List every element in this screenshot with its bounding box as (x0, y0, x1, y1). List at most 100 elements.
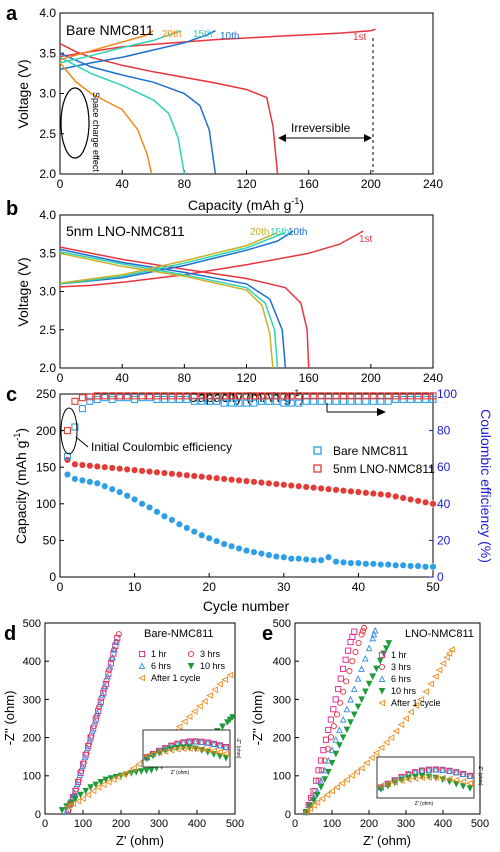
point-After-1-cycle (445, 650, 453, 657)
point-1-hr (335, 685, 342, 693)
point-After-1-cycle (443, 654, 450, 661)
ce-point-lno (138, 392, 146, 400)
inset: Z' (ohm) -Z'' (ohm) (376, 756, 483, 807)
inset-point (198, 738, 206, 745)
capacity-point-bare (354, 559, 362, 567)
inset-point (452, 768, 460, 776)
point-6-hrs (109, 653, 116, 661)
series-15th-charge-line (59, 29, 182, 64)
capacity-point-lno (369, 490, 377, 498)
ce-point-lno (369, 392, 377, 400)
x-tick-label: 40 (115, 371, 129, 385)
legend-marker-4 (378, 699, 386, 707)
legend-marker-2 (138, 662, 146, 670)
series-10th-charge-line (59, 230, 294, 285)
point-6-hrs (101, 682, 109, 690)
inset-point (459, 770, 467, 778)
point-After-1-cycle (221, 676, 229, 683)
y2-tick-label: 20 (437, 533, 451, 547)
point-1-hr (320, 747, 327, 754)
point-6-hrs (112, 638, 120, 645)
capacity-point-lno (198, 473, 206, 481)
point-10-hrs (306, 803, 314, 810)
ce-point-bare (168, 395, 176, 404)
capacity-point-bare (407, 562, 415, 570)
capacity-point-lno (235, 476, 243, 484)
capacity-point-lno (325, 485, 333, 493)
capacity-point-lno (280, 481, 288, 489)
ce-point-bare (71, 423, 79, 431)
ce-arrowhead (377, 408, 386, 416)
point-3-hrs (346, 667, 353, 675)
legend-label: 10 hrs (391, 686, 417, 696)
inset-point (445, 775, 453, 783)
inset-point (185, 745, 193, 752)
series-20th-charge-line (59, 30, 154, 61)
capacity-point-lno (287, 481, 295, 490)
y-tick-label: 400 (273, 656, 291, 668)
capacity-point-lno (175, 470, 183, 479)
capacity-point-bare (369, 560, 377, 568)
point-1-hr (315, 767, 322, 774)
inset-y-label: -Z'' (ohm) (477, 764, 483, 785)
series-10th-discharge-line (59, 52, 217, 175)
point-1-hr (337, 675, 344, 682)
point-After-1-cycle (216, 680, 223, 688)
y-tick-label: 3.5 (39, 246, 56, 260)
point-6-hrs (369, 634, 377, 642)
point-6-hrs (111, 645, 118, 653)
ce-point-lno (63, 427, 72, 435)
capacity-point-bare (131, 495, 139, 503)
x-axis-label: Cycle number (203, 598, 290, 614)
capacity-point-bare (265, 551, 273, 559)
point-10-hrs (324, 768, 332, 776)
x-tick-label: 20 (203, 580, 217, 594)
panel-letter-c: c (6, 384, 17, 406)
cycle-label-c20: 20th (250, 227, 269, 238)
x-tick-label: 120 (236, 371, 256, 385)
capacity-point-bare (198, 531, 206, 539)
y-tick-label: 0 (49, 570, 56, 584)
point-6-hrs (317, 777, 325, 784)
point-After-1-cycle (99, 781, 107, 788)
point-10-hrs (58, 807, 66, 814)
point-1-hr (105, 670, 112, 677)
point-10-hrs (219, 723, 226, 731)
point-After-1-cycle (74, 797, 82, 805)
legend-marker-2 (378, 675, 386, 683)
capacity-point-bare (421, 563, 430, 571)
ce-point-lno (407, 392, 415, 400)
point-1-hr (342, 656, 349, 663)
capacity-point-lno (116, 465, 124, 473)
point-After-1-cycle (343, 776, 350, 783)
capacity-point-lno (272, 480, 280, 488)
inset-point (186, 738, 193, 745)
x-tick-label: 100 (74, 818, 92, 830)
y-tick-label: 400 (23, 656, 41, 668)
inset-point (418, 774, 426, 782)
inset-point (210, 740, 218, 747)
ce-point-lno (392, 392, 400, 400)
capacity-point-bare (332, 558, 340, 566)
point-10-hrs (310, 797, 317, 805)
point-10-hrs (347, 719, 354, 726)
y-tick-label: 2.0 (39, 361, 56, 375)
legend-label: After 1 cycle (391, 698, 441, 708)
y-tick-label: 200 (273, 732, 291, 744)
x-axis-label: Z' (ohm) (116, 833, 164, 848)
inset-point (143, 752, 151, 760)
point-10-hrs (328, 759, 336, 767)
series-1st-charge-line (59, 28, 376, 58)
ce-point-lno (399, 392, 407, 400)
point-After-1-cycle (328, 787, 336, 795)
ce-point-lno (287, 392, 295, 400)
inset-point (216, 741, 224, 749)
y-tick-label: 250 (36, 387, 56, 401)
point-1-hr (351, 628, 358, 635)
x-tick-label: 500 (226, 818, 244, 830)
ce-point-lno (280, 392, 288, 400)
ice-pointer (75, 436, 89, 448)
point-10-hrs (224, 719, 231, 726)
x-tick-label: 120 (236, 177, 256, 191)
